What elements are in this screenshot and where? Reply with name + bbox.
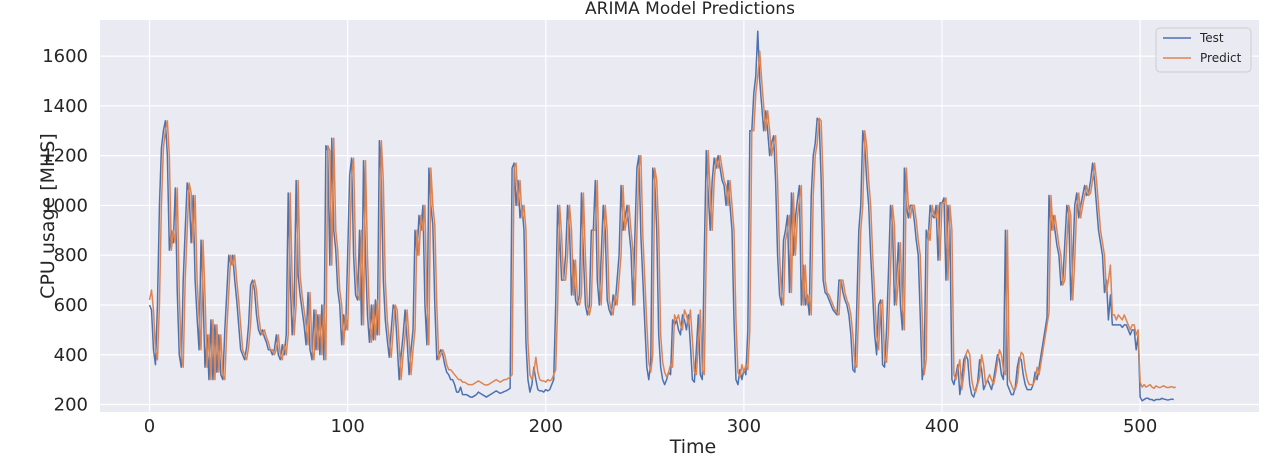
y-tick-label: 800 (54, 245, 88, 266)
x-axis-label: Time (669, 436, 717, 458)
legend: Test Predict (1155, 27, 1252, 73)
x-tick-label: 100 (330, 416, 364, 437)
legend-predict-label: Predict (1200, 51, 1242, 65)
y-axis-ticks: 200 400 600 800 1000 1200 1400 1600 (42, 46, 88, 415)
y-axis-label: CPU usage [MHS] (37, 133, 59, 299)
y-tick-label: 200 (54, 395, 88, 416)
series-line-test (148, 30, 1174, 402)
x-tick-label: 200 (529, 416, 563, 437)
x-tick-label: 300 (727, 416, 761, 437)
y-tick-label: 1200 (42, 146, 88, 167)
x-tick-label: 0 (144, 416, 155, 437)
series-line-predict (148, 50, 1176, 393)
y-tick-label: 600 (54, 295, 88, 316)
y-tick-label: 1600 (42, 46, 88, 67)
x-tick-label: 400 (925, 416, 959, 437)
legend-test-label: Test (1199, 31, 1224, 45)
chart-title: ARIMA Model Predictions (585, 0, 795, 19)
y-tick-label: 400 (54, 345, 88, 366)
legend-box (1155, 27, 1252, 73)
y-tick-label: 1400 (42, 96, 88, 117)
series-layer (148, 30, 1176, 402)
y-tick-label: 1000 (42, 195, 88, 216)
x-tick-label: 500 (1123, 416, 1157, 437)
x-axis-ticks: 0 100 200 300 400 500 (144, 416, 1158, 437)
